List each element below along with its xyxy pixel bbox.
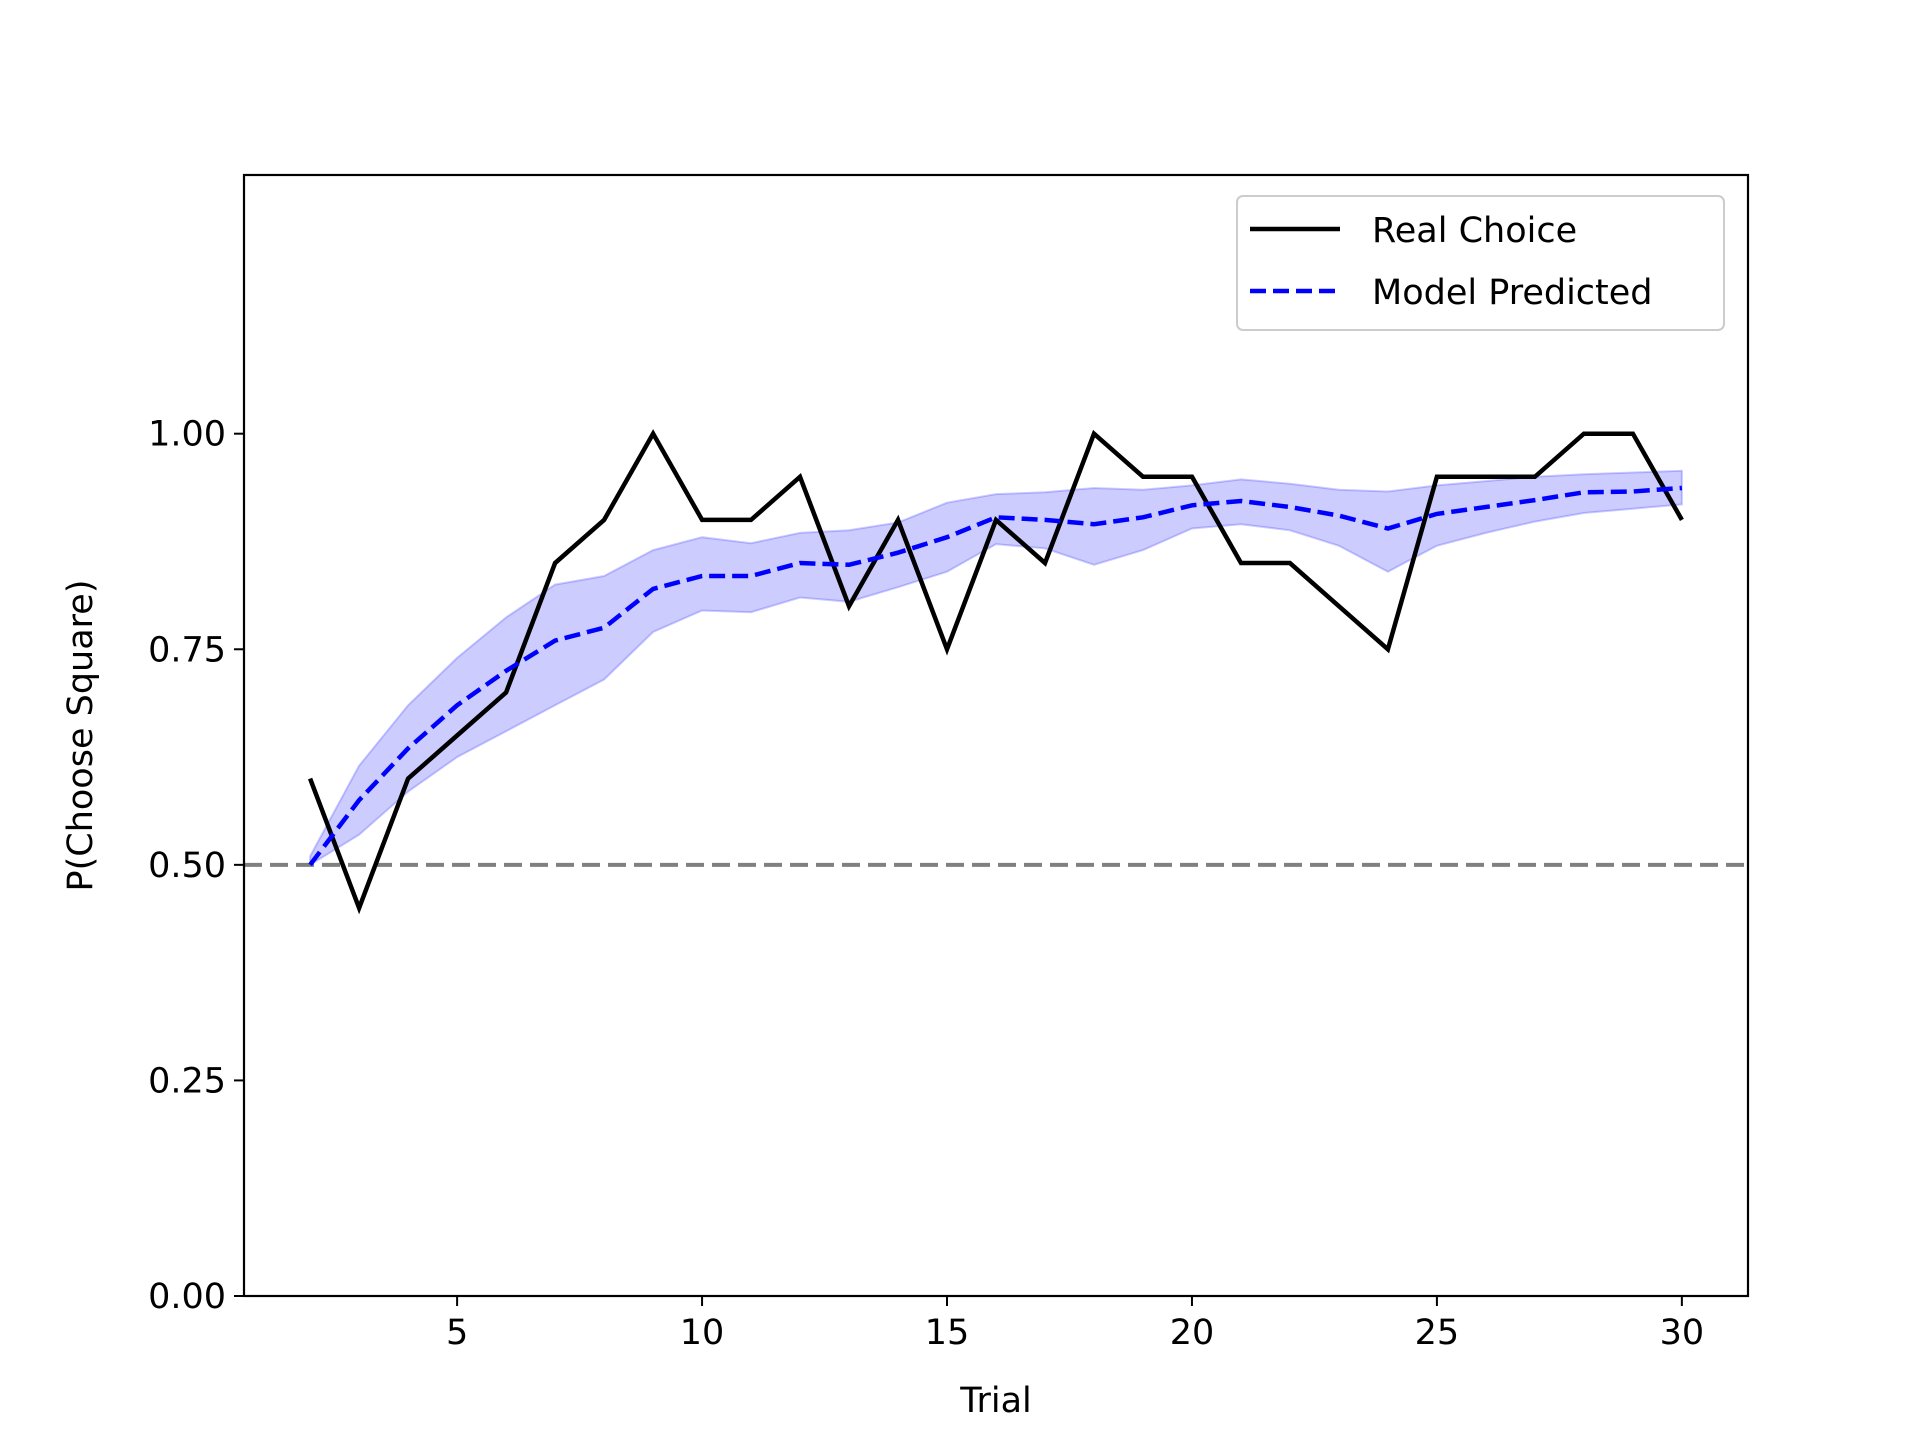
model-predicted-point (307, 862, 313, 868)
legend-label-model-predicted: Model Predicted (1372, 273, 1653, 313)
model-predicted-point (1140, 514, 1146, 520)
legend-label-real-choice: Real Choice (1372, 211, 1577, 251)
real-choice-point (1581, 431, 1587, 437)
model-predicted-point (552, 638, 558, 644)
x-tick-label: 15 (925, 1313, 970, 1353)
real-choice-point (454, 733, 460, 739)
model-predicted-point (1091, 521, 1097, 527)
real-choice-point (1287, 560, 1293, 566)
model-predicted-point (1679, 485, 1685, 491)
real-choice-point (1336, 603, 1342, 609)
model-predicted-point (650, 586, 656, 592)
axis-layer: 5 10 15 20 25 30 0.00 0.25 0.50 0.75 1.00 (148, 173, 1750, 1353)
model-predicted-point (1336, 513, 1342, 519)
real-choice-point (797, 474, 803, 480)
model-predicted-point (1532, 497, 1538, 503)
real-choice-line (307, 429, 1684, 915)
model-predicted-point (846, 562, 852, 568)
model-predicted-point (1385, 526, 1391, 532)
model-confidence-band (309, 469, 1683, 867)
model-predicted-line (308, 485, 1683, 867)
y-axis-label: P(Choose Square) (61, 580, 101, 892)
real-choice-point (1189, 474, 1195, 480)
real-choice-point (1630, 431, 1636, 437)
x-axis-label: Trial (959, 1381, 1032, 1421)
y-tick-label: 0.75 (148, 630, 226, 670)
real-choice-point (650, 431, 656, 437)
x-tick-label: 25 (1415, 1313, 1460, 1353)
legend: Real Choice Model Predicted (1236, 195, 1725, 331)
model-predicted-point (1189, 502, 1195, 508)
real-choice-point (405, 776, 411, 782)
real-choice-point (1532, 474, 1538, 480)
model-predicted-point (1287, 504, 1293, 510)
real-choice-point (1385, 646, 1391, 652)
real-choice-point (1434, 474, 1440, 480)
real-choice-point (503, 689, 509, 695)
x-tick-label: 5 (446, 1313, 468, 1353)
model-predicted-point (1630, 488, 1636, 494)
model-predicted-point (797, 560, 803, 566)
y-tick-label: 0.00 (148, 1277, 226, 1317)
real-choice-point (1238, 560, 1244, 566)
real-choice-point (356, 905, 362, 911)
model-predicted-point (944, 534, 950, 540)
model-predicted-point (356, 797, 362, 803)
x-tick-label: 20 (1170, 1313, 1215, 1353)
model-predicted-point (454, 702, 460, 708)
real-choice-point (699, 517, 705, 523)
model-predicted-point (895, 550, 901, 556)
model-predicted-point (601, 625, 607, 631)
model-predicted-point (748, 573, 754, 579)
y-tick-label: 0.25 (148, 1061, 226, 1101)
legend-box (1236, 195, 1725, 331)
plot-layer (244, 429, 1748, 915)
real-choice-point (552, 560, 558, 566)
y-tick-label: 0.50 (148, 846, 226, 886)
model-predicted-point (1483, 504, 1489, 510)
x-tick-label: 30 (1660, 1313, 1705, 1353)
real-choice-point (1483, 474, 1489, 480)
real-choice-point (1091, 431, 1097, 437)
axes-frame (242, 173, 1750, 1298)
y-tick-label: 1.00 (148, 415, 226, 455)
model-predicted-point (503, 668, 509, 674)
real-choice-point (1679, 517, 1685, 523)
real-choice-point (601, 517, 607, 523)
model-predicted-point (1042, 517, 1048, 523)
model-predicted-point (699, 573, 705, 579)
model-predicted-point (1434, 511, 1440, 517)
model-predicted-point (1238, 498, 1244, 504)
real-choice-point (846, 603, 852, 609)
real-choice-point (1140, 474, 1146, 480)
x-tick-label: 10 (680, 1313, 725, 1353)
real-choice-point (307, 776, 313, 782)
real-choice-point (895, 517, 901, 523)
real-choice-point (944, 646, 950, 652)
model-predicted-point (993, 514, 999, 520)
model-predicted-point (405, 745, 411, 751)
real-choice-point (1042, 560, 1048, 566)
model-predicted-point (1581, 489, 1587, 495)
real-choice-point (748, 517, 754, 523)
